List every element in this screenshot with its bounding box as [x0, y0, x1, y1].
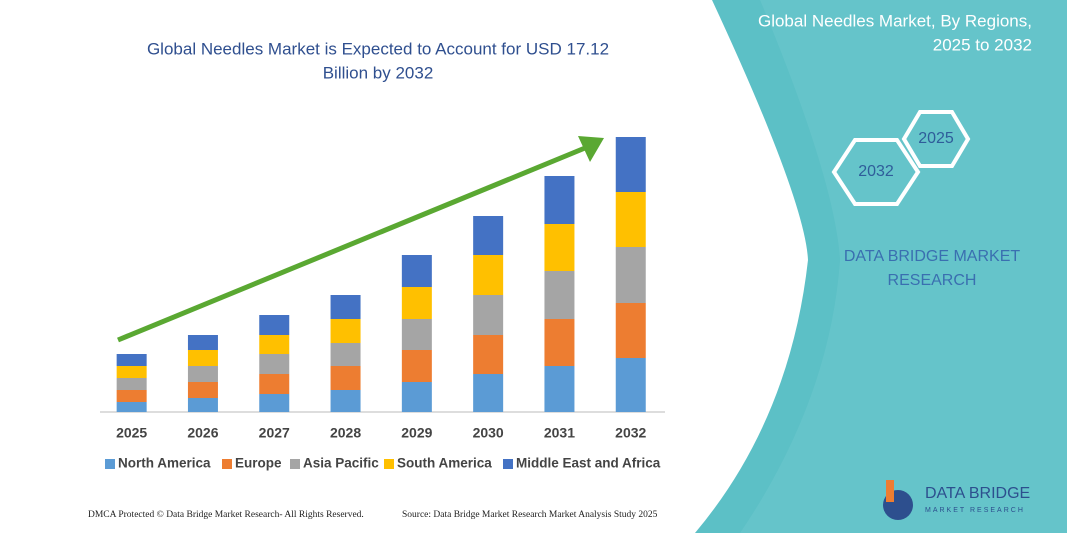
- bar-segment: [473, 374, 504, 412]
- bar-segment: [116, 366, 147, 378]
- bar-segment: [615, 192, 646, 247]
- bar-segment: [615, 247, 646, 303]
- legend-label: Middle East and Africa: [516, 456, 661, 471]
- bar-segment: [615, 358, 646, 412]
- bar-segment: [116, 378, 147, 390]
- bar-segment: [330, 343, 361, 366]
- x-tick-label: 2031: [544, 425, 575, 441]
- bar-segment: [544, 271, 575, 319]
- bar-segment: [187, 350, 218, 366]
- hexagon: [901, 110, 971, 168]
- bar-segment: [401, 319, 432, 350]
- bar-segment: [259, 354, 290, 374]
- bar-segment: [544, 176, 575, 224]
- bar-segment: [116, 354, 147, 366]
- bar-segment: [473, 295, 504, 335]
- footer-left: DMCA Protected © Data Bridge Market Rese…: [88, 509, 364, 520]
- legend-swatch: [503, 459, 513, 469]
- x-tick-label: 2029: [401, 425, 432, 441]
- x-tick-label: 2032: [615, 425, 646, 441]
- legend-swatch: [222, 459, 232, 469]
- bar-segment: [187, 382, 218, 398]
- bar-segment: [401, 255, 432, 287]
- side-panel-shade: [740, 0, 1067, 533]
- bar-segment: [544, 224, 575, 271]
- legend-swatch: [290, 459, 300, 469]
- bar-segment: [330, 366, 361, 390]
- hex-label: 2025: [918, 130, 954, 147]
- legend-label: Europe: [235, 456, 282, 471]
- bar-segment: [187, 366, 218, 382]
- bar-segment: [330, 295, 361, 319]
- trend-arrow-head: [578, 136, 604, 162]
- bar-segment: [187, 335, 218, 350]
- bar-segment: [473, 216, 504, 255]
- legend-label: Asia Pacific: [303, 456, 379, 471]
- bar-segment: [259, 394, 290, 412]
- bar-segment: [259, 374, 290, 394]
- bar-segment: [401, 287, 432, 319]
- chart-title-line2: Billion by 2032: [323, 63, 434, 82]
- bar-segment: [187, 398, 218, 412]
- bar-segment: [473, 335, 504, 374]
- x-tick-label: 2030: [473, 425, 504, 441]
- trend-arrow: [117, 145, 586, 343]
- bar-segment: [401, 350, 432, 382]
- x-tick-label: 2027: [259, 425, 290, 441]
- bar-segment: [615, 303, 646, 358]
- logo-sub: MARKET RESEARCH: [925, 507, 1025, 514]
- legend-swatch: [105, 459, 115, 469]
- legend-swatch: [384, 459, 394, 469]
- chart-title-line1: Global Needles Market is Expected to Acc…: [147, 39, 609, 58]
- x-tick-label: 2028: [330, 425, 361, 441]
- bar-segment: [401, 382, 432, 412]
- bar-segment: [259, 335, 290, 354]
- bar-segment: [116, 402, 147, 412]
- footer-right: Source: Data Bridge Market Research Mark…: [402, 510, 658, 520]
- brand-line1: DATA BRIDGE MARKET: [844, 248, 1021, 265]
- x-tick-label: 2026: [187, 425, 218, 441]
- logo-name: DATA BRIDGE: [925, 485, 1030, 502]
- bar-segment: [116, 390, 147, 402]
- bar-segment: [259, 315, 290, 335]
- x-tick-label: 2025: [116, 425, 147, 441]
- bar-segment: [473, 255, 504, 295]
- bar-segment: [615, 137, 646, 192]
- bar-segment: [330, 390, 361, 412]
- bar-segment: [544, 319, 575, 366]
- bar-segment: [330, 319, 361, 343]
- logo-mark: [886, 480, 894, 502]
- hex-label: 2032: [858, 163, 894, 180]
- panel-title-line2: 2025 to 2032: [933, 35, 1032, 54]
- legend-label: South America: [397, 456, 492, 471]
- brand-line2: RESEARCH: [888, 272, 977, 289]
- hexagon: [831, 138, 921, 206]
- panel-title-line1: Global Needles Market, By Regions,: [758, 11, 1032, 30]
- legend-label: North America: [118, 456, 211, 471]
- bar-segment: [544, 366, 575, 412]
